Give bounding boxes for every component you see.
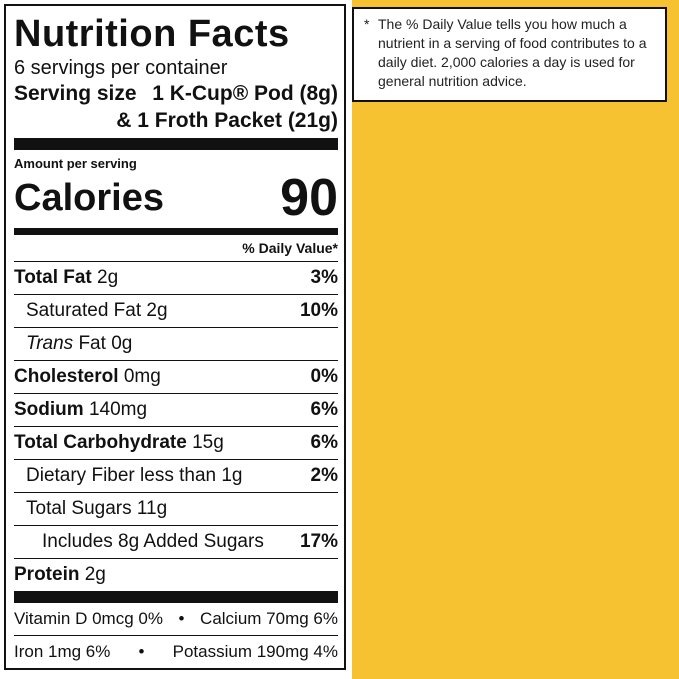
nutrient-name-rest: Fat (78, 333, 106, 354)
divider-medium (14, 228, 338, 235)
nutrient-amount: 0g (111, 333, 133, 354)
vitamin-row: Iron 1mg 6% • Potassium 190mg 4% (14, 636, 338, 668)
nutrient-name: Sodium (14, 399, 84, 420)
nutrient-name: Trans (26, 333, 74, 354)
nutrition-facts-label: Nutrition Facts 6 servings per container… (4, 4, 346, 670)
nutrient-row-added-sugars: Includes 8g Added Sugars 17% (14, 526, 338, 559)
label-title: Nutrition Facts (14, 13, 290, 55)
nutrient-dv: 6% (310, 432, 338, 453)
nutrient-amount: 2g (84, 564, 106, 585)
nutrient-row-total-sugars: Total Sugars 11g (14, 493, 338, 526)
serving-size-value: 1 K-Cup® Pod (8g) (152, 82, 338, 105)
yellow-background (352, 0, 679, 679)
calories-label: Calories (14, 177, 164, 219)
divider-thick (14, 138, 338, 150)
nutrient-amount: 2g (97, 267, 119, 288)
nutrient-row-total-fat: Total Fat 2g 3% (14, 262, 338, 295)
nutrient-dv: 6% (310, 399, 338, 420)
nutrient-name: Includes 8g Added Sugars (42, 531, 264, 552)
nutrient-dv: 2% (310, 465, 338, 486)
nutrient-dv: 17% (299, 531, 338, 552)
amount-per-serving: Amount per serving (14, 156, 137, 171)
divider-vitamins (14, 591, 338, 603)
serving-size-value2: & 1 Froth Packet (21g) (116, 109, 338, 132)
bullet: • (138, 642, 145, 661)
vitamin-right: Potassium 190mg 4% (172, 642, 338, 661)
calories-row: Calories 90 (14, 169, 338, 227)
nutrient-row-saturated-fat: Saturated Fat 2g 10% (14, 295, 338, 328)
vitamin-left: Iron 1mg 6% (14, 642, 111, 661)
serving-size-label: Serving size (14, 82, 137, 105)
nutrient-amount: 15g (192, 432, 224, 453)
nutrient-name: Total Sugars 11g (26, 498, 168, 519)
nutrient-row-total-carbohydrate: Total Carbohydrate 15g 6% (14, 427, 338, 460)
nutrient-amount: 140mg (88, 399, 148, 420)
vitamin-right: Calcium 70mg 6% (200, 609, 338, 628)
nutrient-row-dietary-fiber: Dietary Fiber less than 1g 2% (14, 460, 338, 493)
nutrient-row-sodium: Sodium 140mg 6% (14, 394, 338, 427)
bullet: • (178, 609, 185, 628)
footnote-text: The % Daily Value tells you how much a n… (378, 16, 647, 89)
daily-value-header: % Daily Value* (14, 235, 338, 262)
footnote-asterisk: * (364, 16, 370, 32)
vitamin-row: Vitamin D 0mcg 0% • Calcium 70mg 6% (14, 603, 338, 636)
nutrient-name: Dietary Fiber less than 1g (26, 465, 243, 486)
nutrient-row-trans-fat: Trans Fat 0g (14, 328, 338, 361)
nutrient-name: Total Fat (14, 267, 92, 288)
daily-value-footnote: * The % Daily Value tells you how much a… (352, 7, 667, 102)
vitamin-left: Vitamin D 0mcg 0% (14, 609, 163, 628)
nutrient-dv: 3% (310, 267, 338, 288)
servings-per-container: 6 servings per container (14, 57, 228, 79)
nutrient-row-cholesterol: Cholesterol 0mg 0% (14, 361, 338, 394)
nutrient-amount: 2g (146, 300, 168, 321)
serving-size-row: Serving size 1 K-Cup® Pod (8g) (14, 80, 338, 107)
nutrient-name: Protein (14, 564, 80, 585)
calories-value: 90 (280, 169, 338, 227)
nutrient-dv: 0% (310, 366, 338, 387)
nutrient-dv: 10% (299, 300, 338, 321)
nutrient-name: Total Carbohydrate (14, 432, 187, 453)
nutrient-name: Saturated Fat (26, 300, 142, 321)
nutrient-amount: 0mg (123, 366, 161, 387)
nutrient-row-protein: Protein 2g (14, 559, 338, 591)
nutrient-name: Cholesterol (14, 366, 119, 387)
